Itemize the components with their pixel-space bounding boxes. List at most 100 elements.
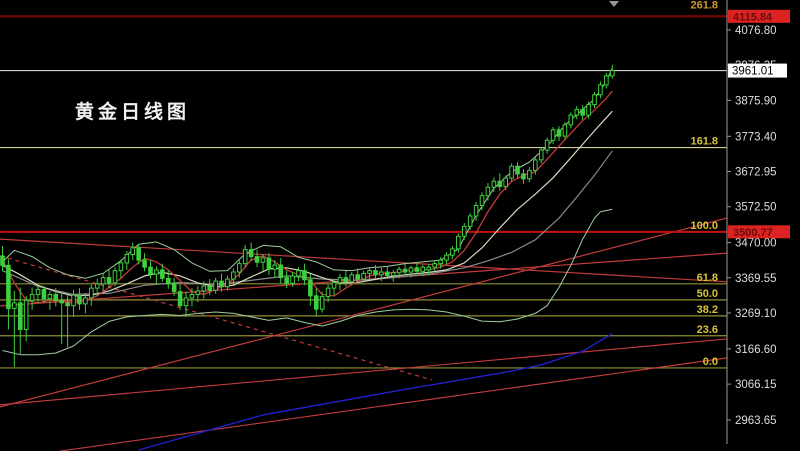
axis-label: 3269.10 — [735, 308, 777, 320]
axis-label: 4076.80 — [735, 25, 777, 37]
candlestick — [118, 262, 124, 272]
candlestick — [385, 271, 390, 277]
candlestick — [231, 271, 236, 280]
candlestick — [325, 287, 331, 298]
alert-price-label: 3500.77 — [733, 227, 773, 239]
candlestick — [53, 293, 59, 301]
candlestick — [272, 264, 278, 270]
fib-label-100.0: 100.0 — [690, 220, 718, 232]
candlestick — [302, 270, 307, 281]
candlestick — [438, 259, 443, 265]
candlestick — [165, 277, 171, 285]
candlestick — [237, 263, 242, 273]
candlestick — [284, 277, 289, 284]
candlestick — [521, 173, 526, 180]
bollinger-lower — [2, 208, 613, 356]
axis-label: 3166.60 — [735, 344, 777, 356]
candlestick — [41, 289, 47, 300]
axis-label: 2963.65 — [735, 415, 777, 427]
current-price-box — [728, 63, 787, 78]
trend-line-2 — [0, 255, 433, 381]
current-price-label: 3961.01 — [732, 66, 774, 78]
candlestick — [533, 159, 538, 171]
candlestick — [17, 302, 23, 330]
candlestick — [23, 299, 29, 330]
candlestick — [367, 270, 372, 274]
ma-blue — [138, 333, 613, 451]
candlestick — [396, 268, 402, 274]
candlestick — [219, 280, 224, 288]
candlestick — [313, 295, 319, 310]
candlestick — [177, 291, 183, 307]
candlestick — [77, 294, 82, 305]
fib-label-61.8: 61.8 — [697, 272, 718, 284]
axis-label: 3470.00 — [735, 238, 777, 250]
candlestick — [195, 290, 201, 295]
candlestick — [160, 269, 165, 279]
candlestick — [201, 285, 207, 292]
candlestick — [509, 165, 514, 179]
axis-label: 3875.90 — [735, 95, 777, 107]
axis-label: 3672.95 — [735, 166, 777, 178]
candlestick — [65, 302, 70, 307]
candlestick — [432, 263, 437, 268]
fib-label-23.6: 23.6 — [697, 324, 718, 336]
candlestick — [148, 266, 153, 275]
trend-line-6 — [59, 357, 728, 451]
candlestick — [207, 285, 212, 291]
scroll-arrow-icon[interactable] — [609, 1, 619, 7]
candlestick — [456, 235, 461, 250]
axis-label: 3773.40 — [735, 131, 777, 143]
candlestick — [89, 287, 94, 299]
candlestick — [319, 296, 325, 310]
candlestick — [568, 114, 574, 126]
alert-price-box — [728, 9, 790, 23]
candlestick — [349, 274, 355, 283]
candlestick — [29, 293, 35, 301]
candlestick — [12, 302, 17, 309]
candlestick — [0, 255, 5, 266]
candlestick — [331, 282, 337, 289]
trend-line-1 — [0, 238, 728, 283]
candlestick — [550, 129, 556, 141]
candlestick — [254, 256, 260, 263]
candlestick — [515, 165, 520, 175]
fib-label-261.8: 261.8 — [690, 0, 718, 11]
fib-label-161.8: 161.8 — [690, 136, 718, 148]
candlestick — [467, 215, 473, 227]
candlestick — [35, 289, 41, 295]
chart-title: 黄金日线图 — [75, 101, 191, 123]
ma-white — [2, 110, 613, 297]
candlestick — [497, 180, 503, 188]
candlestick — [83, 297, 88, 305]
candlestick — [562, 124, 568, 137]
bollinger-upper — [2, 67, 613, 279]
candlestick — [580, 108, 585, 116]
candlestick — [71, 294, 76, 307]
candlestick — [414, 267, 420, 272]
alert-price-box — [728, 225, 790, 239]
candlestick — [290, 275, 295, 284]
candlestick — [260, 257, 266, 263]
candlestick — [491, 180, 497, 188]
candlestick — [242, 249, 248, 265]
fib-label-50.0: 50.0 — [697, 288, 718, 300]
candlestick — [574, 108, 580, 116]
candlestick — [473, 204, 479, 217]
candlestick — [361, 272, 366, 280]
candlestick — [225, 278, 230, 288]
candlestick — [544, 139, 550, 151]
candlestick — [609, 70, 615, 77]
candlestick — [592, 94, 597, 106]
candlestick — [142, 259, 147, 268]
candlestick — [136, 247, 141, 261]
candlestick — [106, 277, 112, 284]
candlestick — [485, 186, 491, 197]
candlestick — [598, 84, 603, 96]
candlestick — [527, 169, 532, 180]
candlestick — [373, 270, 378, 276]
candlestick — [420, 266, 426, 272]
